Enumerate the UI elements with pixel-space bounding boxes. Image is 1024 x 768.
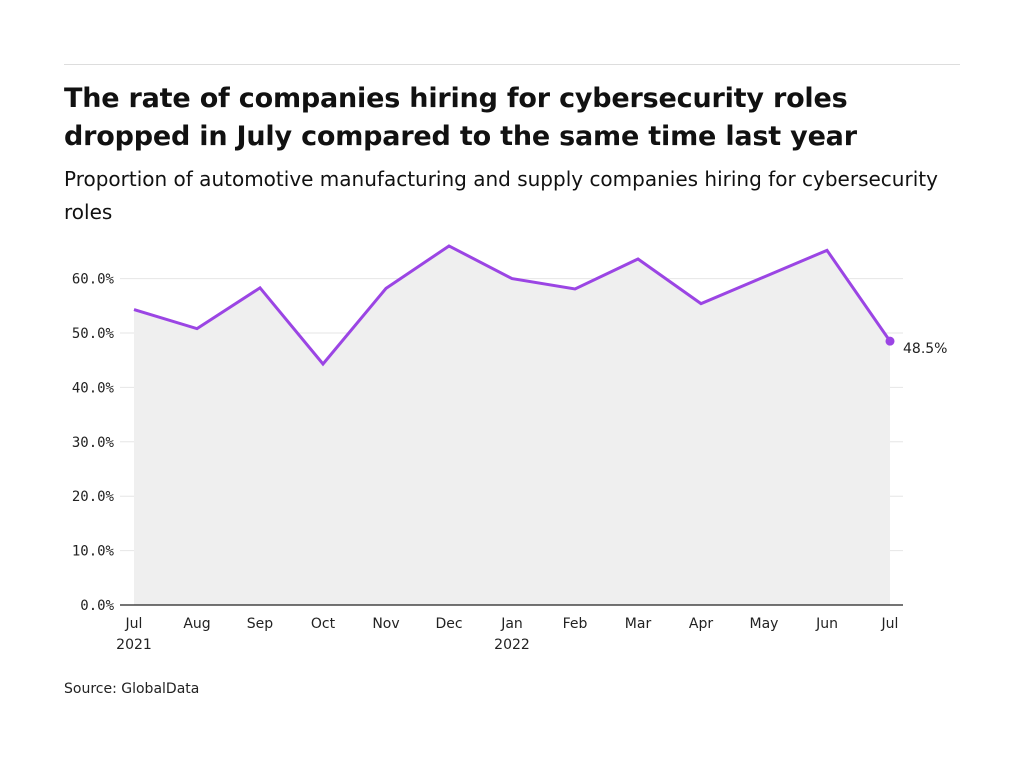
x-tick-label: Mar [625,616,652,632]
x-axis: Jul 2021 Aug Sep Oct Nov Dec Jan 2022 Feb Mar Apr Ma… [116,616,898,653]
source-note: Source: GlobalData [64,681,200,697]
x-tick-label: Dec [435,616,462,632]
y-tick-label: 60.0% [72,272,115,288]
x-tick-label: May [750,616,779,632]
chart-subtitle: Proportion of automotive manufacturing a… [64,167,938,224]
x-tick-label: Jul [881,616,899,632]
y-tick-label: 30.0% [72,435,115,451]
y-tick-label: 20.0% [72,489,115,505]
data-points [885,336,895,346]
x-tick-sublabel: 2022 [494,637,530,653]
series-line [133,244,892,367]
x-tick-sublabel: 2021 [116,637,152,653]
x-tick-label: Aug [183,616,210,632]
x-tick-label: Apr [689,616,713,632]
y-tick-label: 50.0% [72,326,115,342]
end-value-label: 48.5% [903,341,947,357]
x-tick-label: Oct [311,616,336,632]
y-tick-label: 0.0% [80,598,114,614]
x-tick-label: Jan [500,616,523,632]
x-tick-label: Nov [372,616,399,632]
y-tick-label: 10.0% [72,544,115,560]
top-divider [64,64,960,65]
area-fill [134,245,890,605]
x-tick-label: Sep [247,616,274,632]
x-tick-label: Jul [125,616,143,632]
y-axis: 0.0% 10.0% 20.0% 30.0% 40.0% 50.0% 60.0% [72,272,115,614]
x-tick-label: Jun [815,616,838,632]
x-tick-label: Feb [563,616,588,632]
y-tick-label: 40.0% [72,380,115,396]
chart-title: The rate of companies hiring for cyberse… [64,83,857,152]
end-point-marker [885,336,895,346]
